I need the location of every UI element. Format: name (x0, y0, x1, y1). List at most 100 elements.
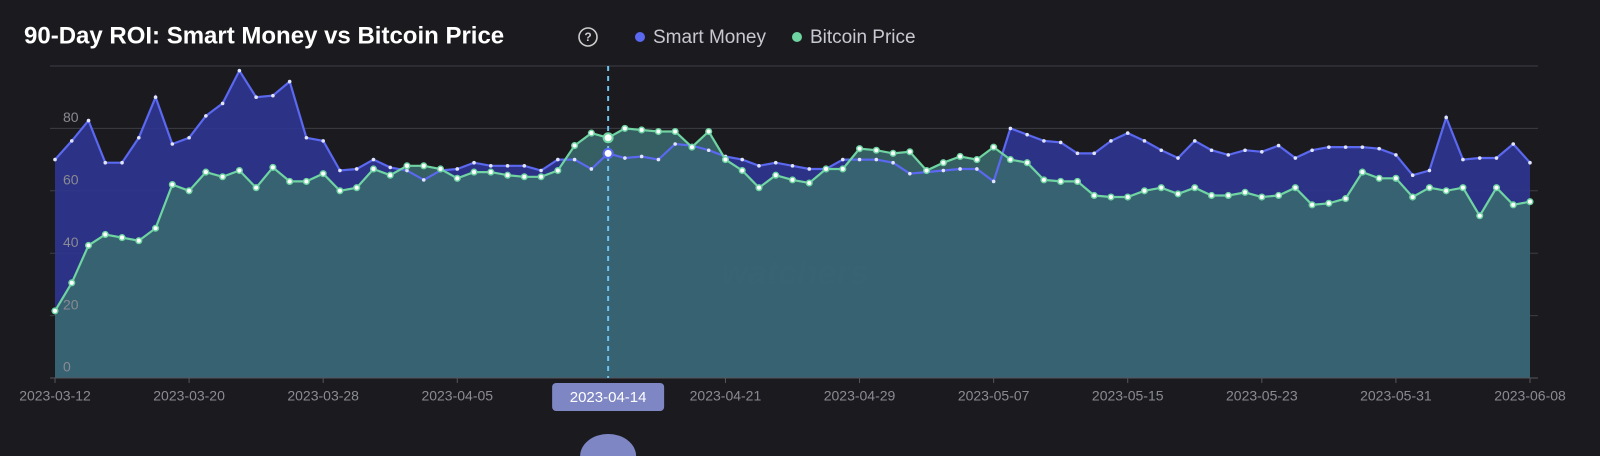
point (505, 164, 510, 168)
point (1476, 212, 1484, 220)
point (1258, 193, 1266, 201)
point (975, 167, 979, 171)
point (855, 145, 864, 153)
point (1360, 145, 1365, 149)
point (153, 95, 158, 99)
point (470, 168, 478, 176)
point (891, 160, 895, 165)
point (1109, 139, 1113, 143)
point (1293, 156, 1298, 160)
point (1006, 156, 1014, 164)
y-tick-label: 60 (63, 172, 79, 188)
point (1176, 156, 1180, 160)
point (1207, 191, 1216, 200)
point (86, 118, 91, 123)
y-tick-label: 20 (63, 296, 79, 312)
svg-text:?: ? (584, 30, 591, 44)
point (120, 160, 124, 165)
point (1023, 159, 1031, 167)
point (1107, 193, 1115, 201)
active-point (602, 147, 614, 159)
point (1241, 188, 1249, 196)
point (788, 176, 797, 184)
help-icon[interactable]: ? (578, 27, 598, 47)
point (235, 166, 243, 175)
x-tick-label: 2023-03-20 (153, 388, 225, 404)
point (556, 157, 560, 162)
point (202, 168, 210, 176)
point (453, 174, 461, 182)
point (1291, 184, 1299, 192)
point (805, 179, 813, 187)
point (170, 142, 175, 146)
point (455, 167, 460, 171)
point (688, 143, 696, 151)
point (572, 157, 577, 162)
point (1310, 148, 1314, 153)
point (353, 184, 361, 192)
point (1377, 146, 1381, 151)
point (1191, 184, 1199, 192)
point (587, 129, 595, 137)
point (187, 135, 191, 140)
point (287, 79, 292, 84)
point (705, 127, 713, 136)
point (1125, 131, 1130, 135)
point (1092, 151, 1097, 156)
point (706, 148, 711, 153)
point (1425, 184, 1433, 192)
point (1477, 156, 1482, 160)
point (1409, 193, 1417, 201)
point (1375, 174, 1383, 182)
x-tick-label: 2023-05-15 (1092, 388, 1164, 404)
point (1008, 126, 1013, 131)
point (69, 139, 74, 143)
point (488, 164, 493, 168)
point (1275, 191, 1283, 200)
point (1142, 139, 1147, 143)
point (1358, 168, 1366, 176)
point (889, 149, 897, 157)
point (338, 168, 342, 173)
point (405, 168, 409, 173)
point (336, 187, 344, 195)
point (1509, 201, 1517, 209)
point (219, 173, 227, 181)
point (1327, 145, 1331, 149)
point (386, 171, 394, 179)
point (1461, 157, 1465, 162)
point (304, 135, 309, 140)
point (740, 157, 745, 162)
point (1209, 148, 1214, 153)
tooltip-label: 2023-04-14 (570, 389, 647, 406)
point (118, 234, 126, 242)
x-tick-label: 2023-03-28 (287, 388, 359, 404)
point (1090, 191, 1098, 200)
point (857, 157, 862, 162)
point (1192, 139, 1197, 143)
point (269, 163, 277, 171)
point (254, 95, 258, 99)
point (1260, 150, 1264, 154)
point (237, 68, 242, 73)
point (421, 178, 426, 182)
point (956, 152, 964, 161)
point (923, 166, 931, 175)
point (939, 159, 947, 167)
point (168, 181, 176, 189)
point (1124, 193, 1132, 201)
point (302, 177, 310, 185)
legend-label: Bitcoin Price (810, 27, 916, 48)
point (51, 307, 59, 315)
point (204, 114, 208, 118)
point (388, 165, 393, 170)
tooltip-box (552, 383, 665, 411)
point (371, 157, 376, 162)
point (973, 156, 981, 164)
point (807, 167, 812, 171)
point (872, 146, 880, 154)
point (1025, 132, 1029, 137)
point (1427, 168, 1432, 173)
